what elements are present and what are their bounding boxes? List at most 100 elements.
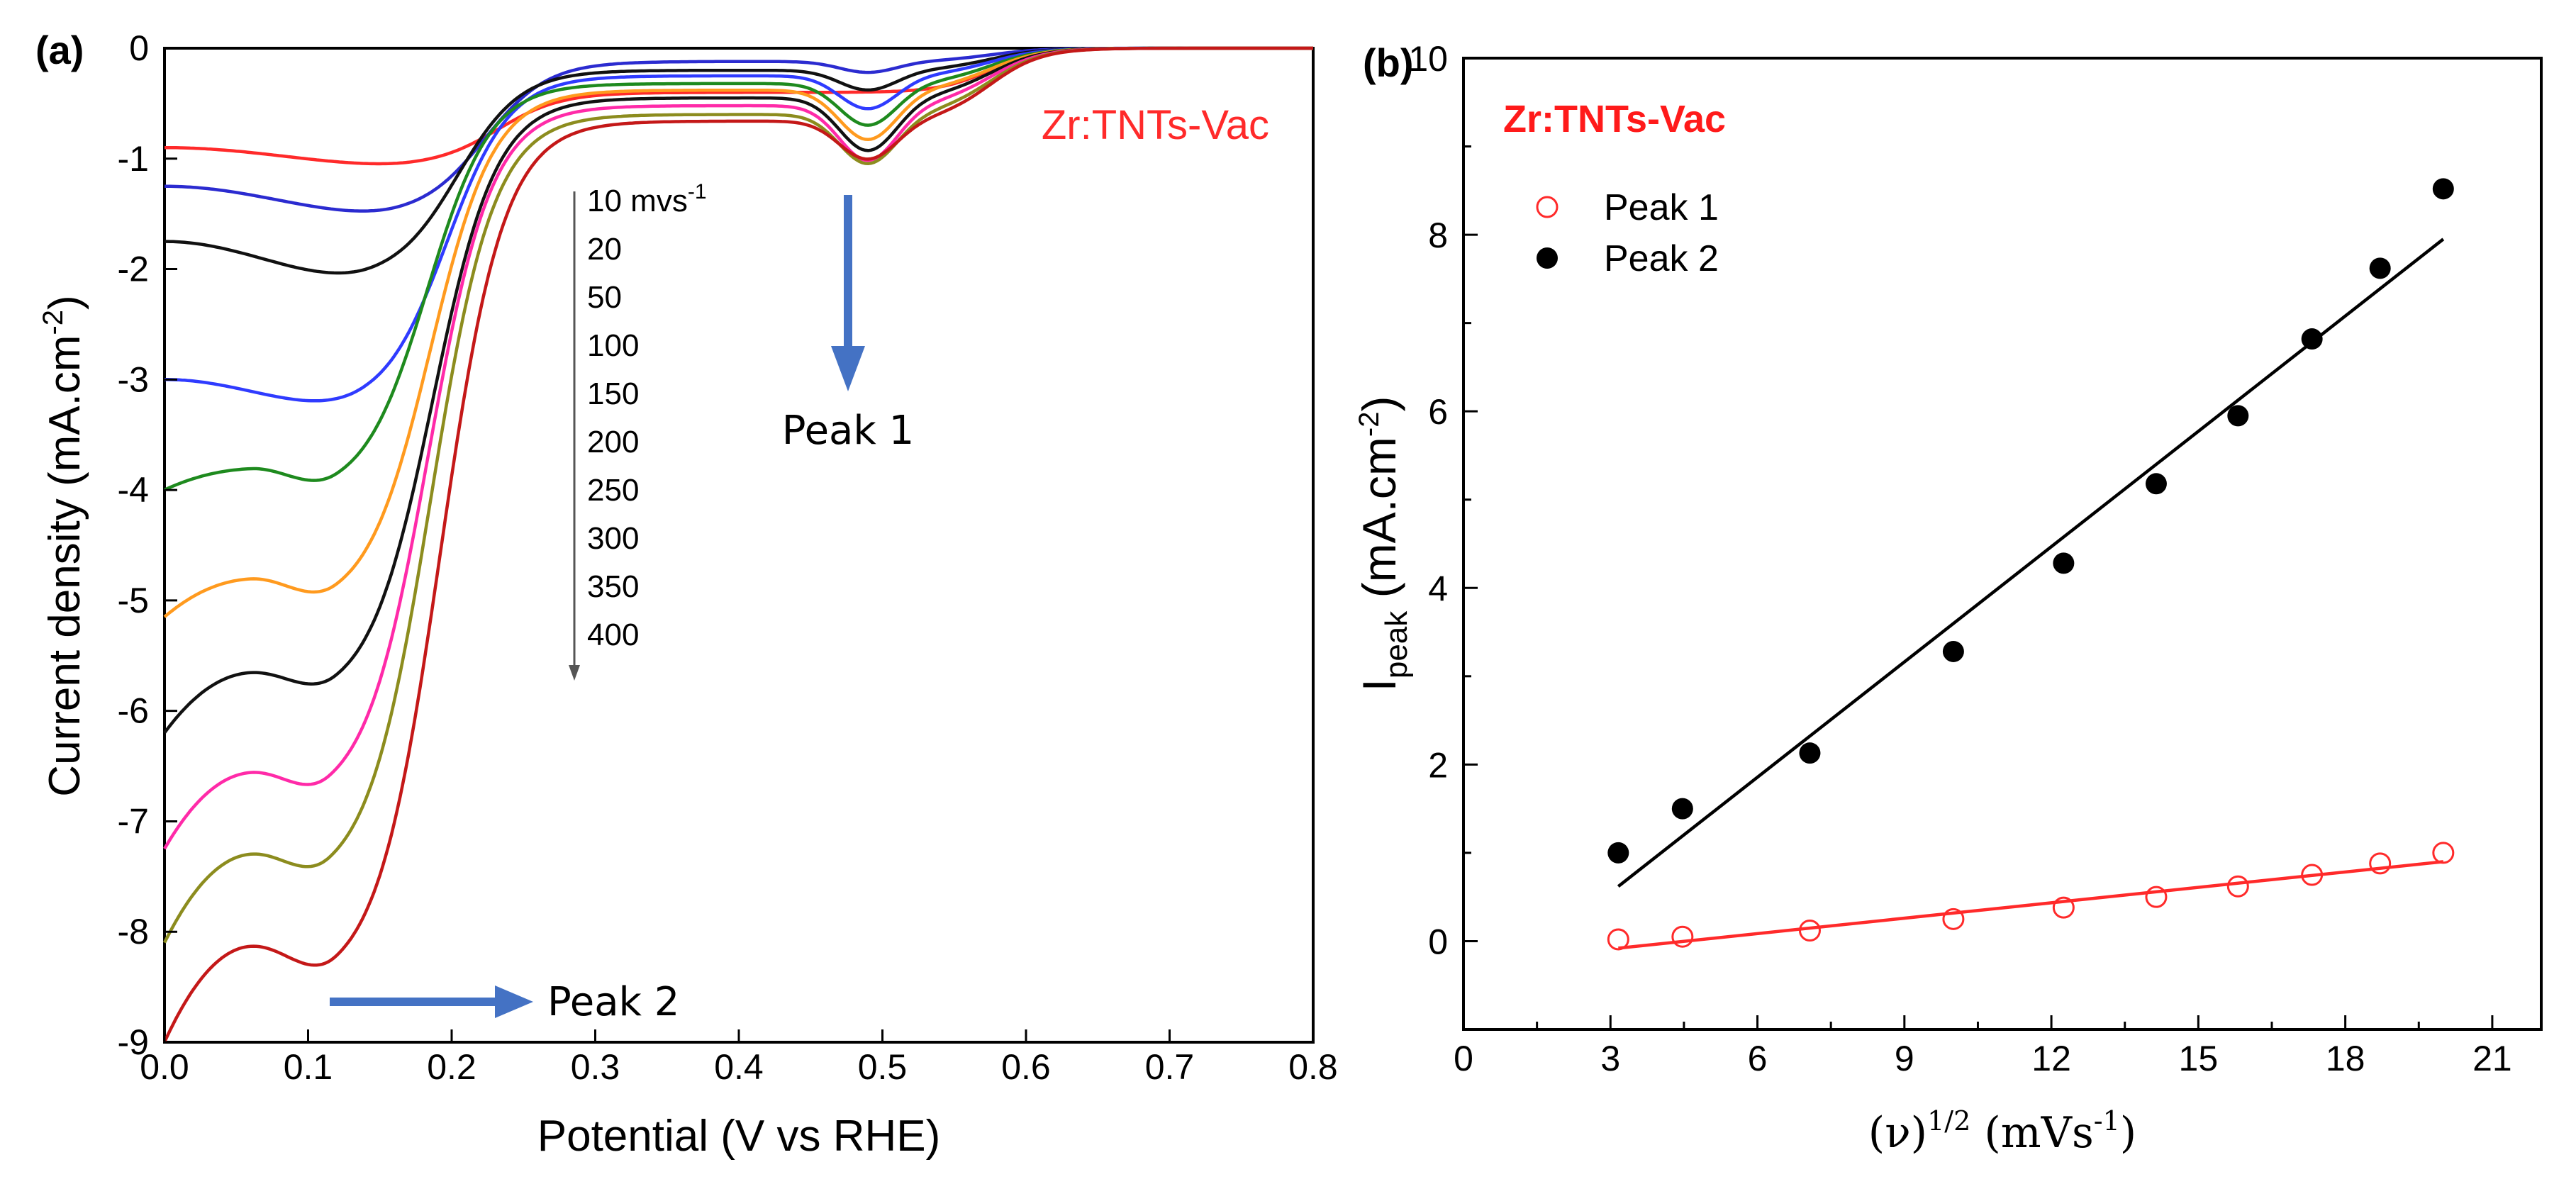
panel-b-y-tick-label: 10 — [1408, 39, 1448, 79]
cv-curve-400 — [162, 46, 1313, 1043]
panel-b-y-tick-label: 4 — [1428, 569, 1448, 608]
legend-peak2-label: Peak 2 — [1604, 238, 1719, 279]
panel-a-x-tick-label: 0.1 — [284, 1047, 333, 1087]
panel-a-y-tick-label: -6 — [118, 691, 149, 731]
panel-b-material-label: Zr:TNTs-Vac — [1503, 98, 1726, 140]
point-peak1 — [1798, 920, 1821, 942]
panel-b-y-tick-label: 2 — [1428, 745, 1448, 785]
panel-b-x-tick-label: 3 — [1600, 1039, 1620, 1078]
point-peak1 — [2226, 875, 2249, 898]
panel-a-frame — [163, 47, 1315, 1044]
point-peak2 — [2369, 257, 2391, 279]
point-peak1 — [2369, 852, 2392, 875]
panel-a-y-tick-label: -5 — [118, 581, 149, 620]
panel-a-material-label: Zr:TNTs-Vac — [1042, 102, 1269, 148]
point-peak2 — [1942, 640, 1964, 662]
panel-b-x-tick-label: 9 — [1895, 1039, 1914, 1078]
rate-labels: 20 50 100 150 200 250 300 350 400 — [587, 232, 639, 652]
point-peak1 — [2301, 864, 2324, 886]
rate-label: 100 — [587, 328, 639, 363]
panel-a-x-tick-label: 0.3 — [571, 1047, 620, 1087]
panel-b-xlabel-sup: 1/2 — [1927, 1105, 1970, 1136]
panel-a-ylabel-main: Current density (mA.cm — [40, 335, 89, 797]
point-peak2 — [1607, 842, 1629, 864]
point-peak2 — [1799, 742, 1821, 764]
panel-a-y-axis-label: Current density (mA.cm-2) — [38, 295, 89, 796]
point-peak1 — [1607, 928, 1629, 951]
point-peak2 — [2227, 405, 2249, 427]
panel-a-y-tick-label: -2 — [118, 250, 149, 289]
panel-b-x-tick-label: 18 — [2326, 1039, 2365, 1078]
panel-a-x-tick-label: 0.0 — [140, 1047, 189, 1087]
panel-b-ylabel-sub: peak — [1379, 610, 1414, 678]
peak1-label: Peak 1 — [782, 408, 914, 454]
panel-a-x-tick-label: 0.5 — [858, 1047, 908, 1087]
rate-label: 300 — [587, 521, 639, 556]
rate-label: 400 — [587, 618, 639, 652]
panel-b-ylabel-sup: -2 — [1354, 412, 1385, 437]
panel-a-x-tick-label: 0.6 — [1001, 1047, 1051, 1087]
panel-a: (a) 0.0 0.1 0.2 0.3 0.4 0.5 0.6 0.7 0.8 0 -1 -2 -3 -4… — [35, 28, 1338, 1161]
cv-curve-300 — [163, 46, 1313, 850]
panel-b-y-tick-label: 6 — [1428, 392, 1448, 432]
panel-b-x-axis-label: (ν)1/2 (mVs-1) — [1868, 1105, 2136, 1158]
panel-a-y-tick-label: 0 — [129, 28, 149, 68]
panel-b-x-tick-label: 0 — [1454, 1039, 1473, 1078]
rate-label: 200 — [587, 425, 639, 459]
panel-a-label: (a) — [35, 28, 84, 72]
panel-a-curves — [162, 46, 1313, 1043]
panel-a-ticks: 0.0 0.1 0.2 0.3 0.4 0.5 0.6 0.7 0.8 0 -1 -2 -3 -4 -5 -6… — [118, 28, 1338, 1087]
panel-b-y-tick-label: 8 — [1428, 216, 1448, 255]
legend-peak1-label: Peak 1 — [1604, 187, 1719, 228]
rate-label: 50 — [587, 280, 622, 315]
panel-b-xlabel-end-sup: -1 — [2094, 1105, 2120, 1136]
point-peak1 — [1942, 907, 1965, 930]
panel-b-x-tick-label: 12 — [2031, 1039, 2071, 1078]
panel-a-x-axis-label: Potential (V vs RHE) — [537, 1112, 941, 1161]
panel-b-ylabel-end: (mA.cm — [1353, 437, 1405, 611]
peak1-arrow-head — [831, 346, 865, 391]
panel-b-ylabel-close: ) — [1353, 396, 1405, 412]
panel-b-y-axis-label: Ipeak (mA.cm-2) — [1353, 396, 1414, 692]
rate-label: 350 — [587, 569, 639, 604]
rate-label-first-text: 10 mvs — [587, 184, 688, 218]
fit-line-peak1 — [1618, 860, 2444, 950]
point-peak2 — [1671, 798, 1693, 820]
panel-b-x-tick-label: 6 — [1748, 1039, 1768, 1078]
cv-curve-350 — [163, 46, 1313, 944]
point-peak2 — [2432, 178, 2454, 200]
panel-b-xlabel-close: ) — [2120, 1108, 2136, 1158]
peak2-label: Peak 2 — [547, 979, 679, 1025]
point-peak1 — [1671, 925, 1694, 948]
point-peak2 — [2145, 473, 2167, 495]
legend-peak2-marker — [1537, 247, 1558, 269]
cv-curve-100 — [165, 46, 1313, 403]
panel-b-x-tick-label: 15 — [2179, 1039, 2219, 1078]
rate-arrow-head — [569, 665, 580, 681]
panel-a-x-tick-label: 0.7 — [1145, 1047, 1195, 1087]
panel-a-y-tick-label: -8 — [118, 912, 149, 951]
panel-b-y-tick-label: 0 — [1428, 922, 1448, 961]
panel-b-xlabel-main: (ν) — [1868, 1108, 1927, 1158]
panel-a-ylabel-end: ) — [40, 295, 89, 310]
panel-a-x-tick-label: 0.2 — [427, 1047, 476, 1087]
panel-a-y-tick-label: -4 — [118, 470, 149, 510]
panel-b-frame — [1462, 57, 2543, 1031]
panel-b-ticks: 0 3 6 9 12 15 18 21 0 2 4 6 8 10 — [1408, 39, 2511, 1078]
peak2-arrow-head — [495, 985, 533, 1018]
panel-a-x-tick-label: 0.8 — [1288, 1047, 1338, 1087]
rate-label: 250 — [587, 473, 639, 508]
panel-b-points — [1607, 178, 2455, 951]
legend-peak1-marker — [1536, 196, 1559, 218]
point-peak2 — [2053, 552, 2075, 574]
panel-a-y-tick-label: -9 — [118, 1022, 149, 1062]
panel-b: (b) 0 3 6 9 12 15 18 21 0 2 4 6 8 10 Zr:TNTs-Vac Peak… — [1353, 39, 2543, 1158]
panel-b-x-tick-label: 21 — [2472, 1039, 2512, 1078]
panel-b-ylabel-main: I — [1353, 678, 1405, 691]
point-peak1 — [2432, 842, 2455, 864]
rate-label-first-sup: -1 — [688, 180, 707, 203]
rate-label: 20 — [587, 232, 622, 267]
point-peak1 — [2145, 886, 2168, 908]
panel-b-xlabel-end: (mVs — [1970, 1108, 2094, 1158]
